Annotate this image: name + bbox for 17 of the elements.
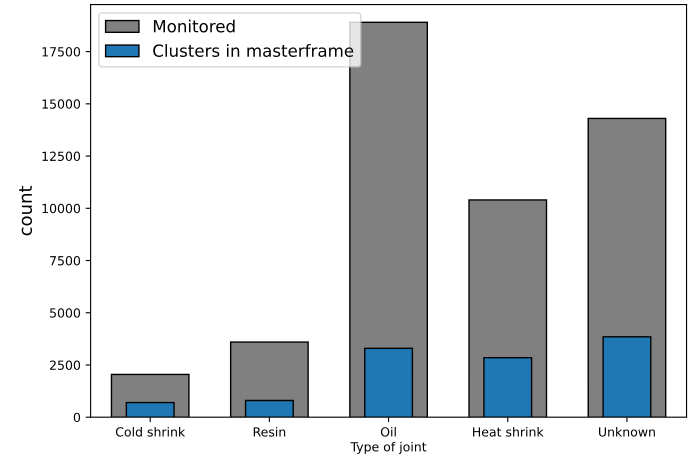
y-tick-label: 12500 bbox=[42, 152, 80, 161]
legend-label: Monitored bbox=[154, 20, 235, 32]
y-tick-label: 5000 bbox=[50, 308, 80, 318]
x-tick-label: Unknown bbox=[599, 426, 655, 437]
legend-label: Clusters in masterframe bbox=[153, 44, 354, 57]
x-tick-label: Oil bbox=[380, 426, 396, 437]
y-tick-label: 10000 bbox=[42, 204, 80, 214]
x-axis-title: Type of joint bbox=[350, 442, 426, 454]
x-tick-label: Heat shrink bbox=[473, 426, 544, 437]
x-tick-label: Resin bbox=[254, 426, 286, 437]
y-tick-label: 17500 bbox=[42, 47, 80, 57]
y-tick-label: 7500 bbox=[50, 256, 80, 266]
y-tick-label: 0 bbox=[74, 412, 80, 422]
x-tick-label: Cold shrink bbox=[116, 426, 186, 437]
y-tick-label: 15000 bbox=[42, 99, 80, 109]
y-tick-label: 2500 bbox=[50, 360, 80, 370]
y-axis-title: count bbox=[19, 186, 32, 236]
